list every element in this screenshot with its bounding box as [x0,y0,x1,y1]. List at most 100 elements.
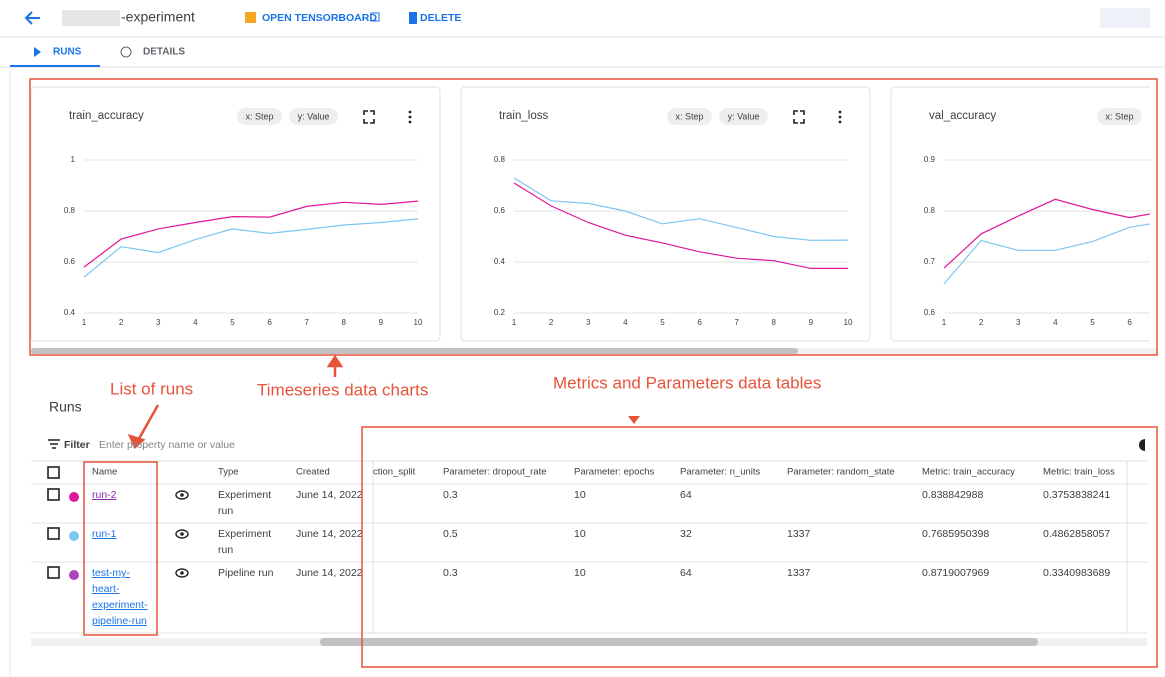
annotation-runs: List of runs [110,379,193,398]
run-name[interactable]: run-2 [92,489,117,501]
axis-chip[interactable] [667,108,712,125]
annotation-charts: Timeseries data charts [257,380,428,399]
charts-area: train_accuracy x: Step y: Value 0.4 0.6 0.8 1 1… [30,86,1150,342]
x-tick-label: 4 [193,318,198,327]
play-icon [34,47,41,57]
y-tick-label: 0.6 [924,308,936,317]
x-tick-label: 6 [697,318,702,327]
visibility-icon[interactable] [175,529,189,539]
x-tick-label: 9 [809,318,814,327]
run-name[interactable]: run-1 [92,528,117,540]
x-tick-label: 1 [512,318,517,327]
annotation-tables: Metrics and Parameters data tables [553,373,821,392]
cell: 0.3 [443,489,458,501]
column-header: Parameter: random_state [787,467,895,478]
filter-label[interactable]: Filter [64,439,90,451]
cell: 0.3 [443,567,458,579]
y-tick-label: 0.6 [64,257,76,266]
series-line [83,218,419,278]
cell: 0.4862858057 [1043,528,1110,540]
cell: 0.3340983689 [1043,567,1110,579]
info-icon [120,46,132,58]
back-button[interactable] [24,11,40,25]
y-tick-label: 0.6 [494,206,506,215]
chart-title: train_accuracy [69,110,144,122]
row-checkbox[interactable] [47,566,60,579]
cell: 1337 [787,528,811,540]
run-type-box: Pipeline run [218,567,274,579]
x-tick-label: 3 [156,318,161,327]
x-tick-label: 4 [1053,318,1058,327]
x-tick-label: 5 [660,318,665,327]
delete-icon [409,12,417,24]
column-header: Parameter: dropout_rate [443,467,547,478]
table-scroll-thumb[interactable] [320,638,1038,646]
x-tick-label: 4 [623,318,628,327]
cell: June 14, 2022 [296,528,363,540]
redacted-user [1100,8,1150,28]
column-header: Created [296,467,330,478]
axis-chip[interactable] [719,108,768,125]
y-tick-label: 0.8 [494,155,506,164]
visibility-icon[interactable] [175,490,189,500]
series-line [943,198,1150,269]
delete-button[interactable]: DELETE [420,12,461,24]
column-header: Parameter: epochs [574,467,655,478]
x-tick-label: 8 [772,318,777,327]
run-name[interactable]: test-my-heart-experiment-pipeline-run [92,567,148,627]
x-tick-label: 5 [1090,318,1095,327]
open-tensorboard-button[interactable]: OPEN TENSORBOARD [262,12,377,24]
row-checkbox[interactable] [47,488,60,501]
run-type-box: Experiment run [218,489,271,517]
card-background [460,86,871,342]
visibility-icon[interactable] [175,568,189,578]
x-tick-label: 2 [979,318,984,327]
row-checkbox[interactable] [47,527,60,540]
chart-card: val_accuracy x: Step 0.6 0.7 0.8 0.9 1 2 3 4 5 6 [890,86,1150,342]
run-type: Pipeline run [218,567,274,579]
visibility-pupil [180,493,184,497]
x-tick-label: 1 [942,318,947,327]
tab-details[interactable]: DETAILS [143,47,185,58]
x-tick-label: 2 [119,318,124,327]
cell: 64 [680,489,692,501]
menu-dot [838,110,842,114]
menu-dot [408,110,412,114]
settings-icon [1139,439,1145,451]
x-tick-label: 6 [267,318,272,327]
runs-table: Name Type Created ction_split Parameter: dro… [31,439,1147,634]
charts-scroll-thumb[interactable] [31,348,798,354]
header-checkbox[interactable] [47,466,60,479]
axis-chip[interactable] [1097,108,1142,125]
fullscreen-icon[interactable] [793,110,805,124]
series-line [513,182,848,269]
x-tick-label: 6 [1127,318,1132,327]
fullscreen-icon[interactable] [363,110,375,124]
axis-chip[interactable] [289,108,338,125]
filter-input[interactable]: Enter property name or value [99,439,235,451]
chart-card: train_accuracy x: Step y: Value 0.4 0.6 0.8 1 1… [30,86,441,342]
x-tick-label: 3 [1016,318,1021,327]
cell: June 14, 2022 [296,489,363,501]
visibility-pupil [180,571,184,575]
cell: 0.5 [443,528,458,540]
card-background [890,86,1150,342]
chart-card: train_loss x: Step y: Value 0.2 0.4 0.6 0.8 1 2 3… [460,86,871,342]
visibility-pupil [180,532,184,536]
axis-chip-label: y: Value [728,111,760,121]
x-tick-label: 3 [586,318,591,327]
x-tick-label: 2 [549,318,554,327]
chart-title: val_accuracy [929,110,996,122]
cell: 10 [574,567,586,579]
axis-chip[interactable] [237,108,282,125]
cell: 0.7685950398 [922,528,989,540]
x-tick-label: 1 [82,318,87,327]
tab-runs[interactable]: RUNS [53,47,82,58]
card-background [30,86,441,342]
run-name-box: run-1 [92,528,117,540]
cell: 10 [574,489,586,501]
run-color-dot [69,492,79,502]
column-header: ction_split [373,467,416,478]
x-tick-label: 5 [230,318,235,327]
